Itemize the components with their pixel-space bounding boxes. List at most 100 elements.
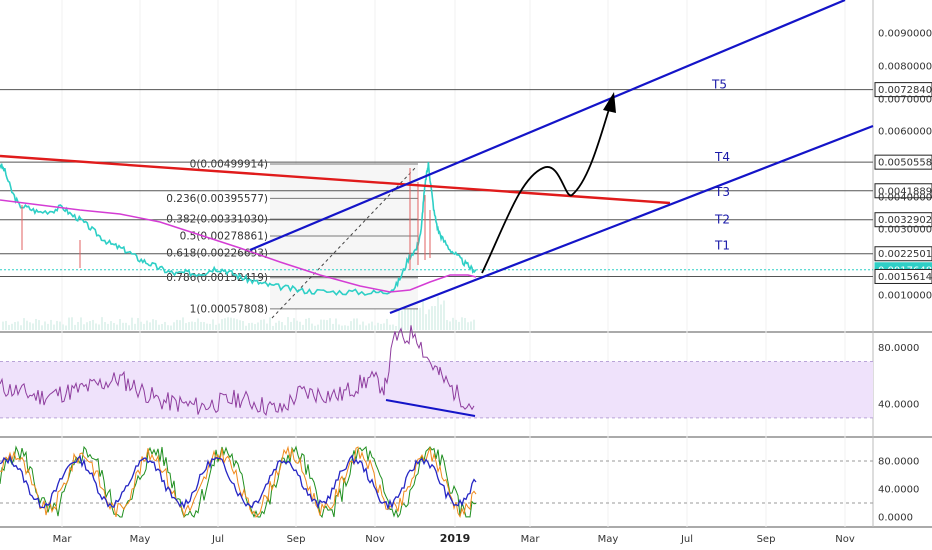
volume-bar <box>41 325 43 330</box>
target-labels: T5 T4 T3 T2 T1 <box>711 78 730 253</box>
resistance-trendline[interactable] <box>0 154 671 205</box>
volume-bar <box>452 317 454 330</box>
fib-level-label: 1(0.00057808) <box>190 303 268 315</box>
volume-bar <box>344 325 346 330</box>
volume-bar <box>314 325 316 330</box>
volume-bar <box>77 322 79 330</box>
horizontal-target-lines[interactable] <box>0 89 873 277</box>
volume-bar <box>197 318 199 330</box>
time-tick-label: Mar <box>53 534 73 545</box>
volume-bar <box>311 323 313 330</box>
volume-bar <box>20 325 22 330</box>
volume-bar <box>119 319 121 330</box>
time-tick-label: Mar <box>521 534 541 545</box>
time-tick-label: 2019 <box>440 532 471 545</box>
rsi-tick-label: 80.0000 <box>878 343 919 354</box>
volume-bar <box>230 317 232 330</box>
volume-bar <box>329 318 331 330</box>
price-badge-label: 0.00225015 <box>878 249 932 260</box>
upper-channel-line[interactable] <box>249 0 846 252</box>
volume-bar <box>320 319 322 330</box>
volume-bar <box>281 322 283 330</box>
volume-bar <box>194 322 196 330</box>
volume-bar <box>224 318 226 330</box>
volume-bar <box>53 324 55 330</box>
volume-bar <box>50 319 52 330</box>
price-series <box>0 162 477 296</box>
stoch-smooth-line <box>0 454 477 511</box>
volume-bar <box>425 314 427 330</box>
projection-path[interactable] <box>481 102 612 274</box>
volume-bar <box>110 321 112 330</box>
target-label: T4 <box>714 150 730 164</box>
rsi-line <box>0 325 475 417</box>
volume-bar <box>464 318 466 330</box>
volume-bar <box>389 324 391 330</box>
rsi-panel <box>0 325 873 419</box>
volume-bar <box>170 325 172 330</box>
volume-bar <box>203 322 205 330</box>
price-line <box>0 162 477 296</box>
volume-bar <box>443 300 445 330</box>
volume-bar <box>422 301 424 330</box>
volume-bar <box>152 319 154 330</box>
target-label: T5 <box>711 78 727 92</box>
volume-bar <box>65 325 67 330</box>
projection-arrow-head <box>603 92 616 113</box>
moving-average-line <box>0 199 477 293</box>
fib-trend-line[interactable] <box>271 166 417 319</box>
trend-drawings[interactable] <box>0 0 874 315</box>
volume-bar <box>2 321 4 330</box>
volume-bar <box>317 324 319 330</box>
volume-bar <box>323 319 325 330</box>
price-badge-label: 0.00329021 <box>878 215 932 226</box>
volume-bar <box>440 304 442 330</box>
volume-bar <box>386 318 388 330</box>
volume-bar <box>350 321 352 330</box>
price-badge <box>874 246 932 262</box>
time-tick-label: May <box>598 534 619 545</box>
volume-bar <box>179 320 181 330</box>
fibonacci-retracement[interactable]: 0(0.00499914)0.236(0.00395577)0.382(0.00… <box>166 159 418 319</box>
volume-bar <box>395 325 397 330</box>
volume-bar <box>377 322 379 330</box>
volume-bar <box>155 320 157 330</box>
volume-bar <box>5 320 7 330</box>
volume-bar <box>233 318 235 330</box>
volume-bar <box>215 324 217 330</box>
volume-bar <box>185 323 187 330</box>
volume-bar <box>149 322 151 330</box>
volume-bar <box>392 324 394 330</box>
target-label: T1 <box>714 239 730 253</box>
volume-bar <box>137 318 139 330</box>
volume-bar <box>446 320 448 330</box>
volume-bar <box>419 307 421 330</box>
rsi-divergence-line[interactable] <box>385 399 476 417</box>
volume-bar <box>38 320 40 330</box>
volume-bar <box>128 325 130 330</box>
volume-bar <box>146 320 148 330</box>
volume-bar <box>263 319 265 330</box>
volume-bar <box>62 324 64 330</box>
volume-bar <box>8 324 10 330</box>
volume-bar <box>338 324 340 330</box>
volume-bar <box>134 323 136 330</box>
volume-bar <box>455 319 457 330</box>
lower-channel-line[interactable] <box>389 124 874 315</box>
volume-bar <box>32 323 34 330</box>
volume-bar <box>362 321 364 330</box>
price-badge-label: 0.00156146 <box>878 272 932 283</box>
volume-bar <box>260 319 262 330</box>
volume-bar <box>113 323 115 330</box>
stoch-tick-label: 80.0000 <box>878 457 919 468</box>
volume-bar <box>383 323 385 330</box>
volume-bar <box>239 320 241 330</box>
volume-bar <box>218 323 220 330</box>
volume-bar <box>182 317 184 330</box>
time-tick-label: May <box>130 534 151 545</box>
